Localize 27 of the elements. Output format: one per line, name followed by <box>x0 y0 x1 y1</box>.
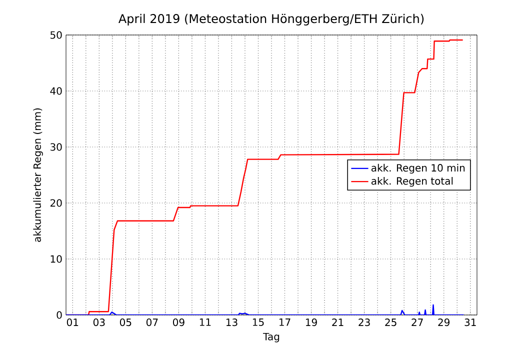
x-tick-label: 01 <box>66 318 78 326</box>
x-tick-label: 29 <box>438 318 450 326</box>
legend-label: akk. Regen 10 min <box>371 164 465 174</box>
y-axis-title: akkumulierter Regen (mm) <box>33 108 43 242</box>
x-tick-label: 27 <box>412 318 423 326</box>
y-tick-label: 0 <box>56 311 62 319</box>
y-tick-label: 20 <box>50 199 62 207</box>
x-tick-label: 19 <box>306 318 317 326</box>
x-tick-label: 25 <box>385 318 396 326</box>
legend-label: akk. Regen total <box>371 176 453 187</box>
chart-title: April 2019 (Meteostation Hönggerberg/ETH Zürich) <box>118 14 424 26</box>
x-tick-label: 23 <box>358 318 370 326</box>
x-axis-title: Tag <box>263 332 280 342</box>
y-tick-label: 40 <box>50 87 62 95</box>
y-tick-label: 30 <box>50 143 62 151</box>
x-tick-label: 05 <box>120 318 132 326</box>
x-tick-label: 15 <box>252 318 264 326</box>
x-tick-label: 17 <box>279 318 290 326</box>
x-tick-label: 09 <box>172 318 184 326</box>
x-tick-label: 21 <box>332 318 344 326</box>
x-tick-label: 11 <box>200 318 211 326</box>
x-tick-label: 13 <box>226 318 238 326</box>
x-tick-label: 03 <box>93 318 105 326</box>
x-tick-label: 31 <box>464 318 476 326</box>
x-tick-label: 07 <box>146 318 158 326</box>
y-tick-label: 50 <box>50 31 62 39</box>
y-tick-label: 10 <box>50 255 62 263</box>
